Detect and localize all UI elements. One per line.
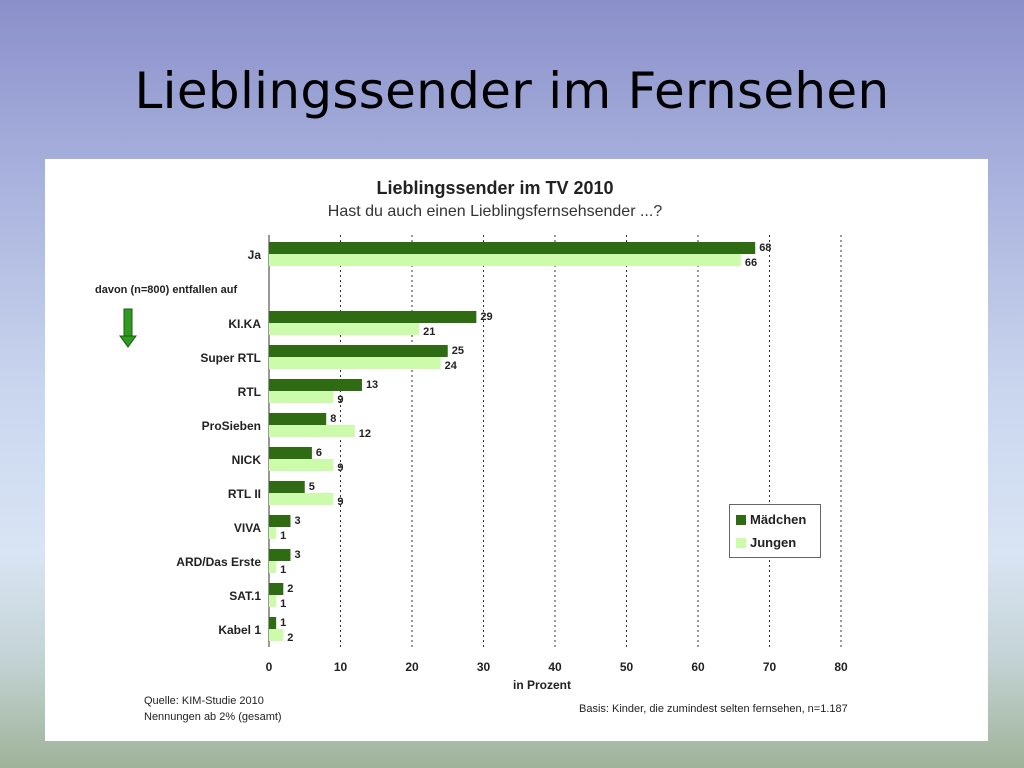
category-label: KI.KA xyxy=(228,317,261,331)
bar-jungen xyxy=(269,493,334,505)
category-label: RTL II xyxy=(228,487,261,501)
bar-maedchen xyxy=(269,515,291,527)
chart-subtitle: Hast du auch einen Lieblingsfernsehsende… xyxy=(327,203,663,220)
legend-item-maedchen: Mädchen xyxy=(736,512,806,527)
category-label: NICK xyxy=(232,453,262,467)
value-label-jungen: 21 xyxy=(423,326,435,338)
bar-jungen xyxy=(269,391,334,403)
value-label-jungen: 1 xyxy=(280,564,286,576)
chart-panel: Lieblingssender im TV 2010 Hast du auch … xyxy=(45,159,988,741)
value-label-maedchen: 1 xyxy=(280,617,286,629)
value-label-maedchen: 13 xyxy=(366,379,378,391)
legend-label-jungen: Jungen xyxy=(750,535,797,550)
bar-maedchen xyxy=(269,379,362,391)
value-label-jungen: 9 xyxy=(337,394,343,406)
value-label-maedchen: 8 xyxy=(330,413,336,425)
bars xyxy=(269,242,756,641)
chart-title: Lieblingssender im TV 2010 xyxy=(376,178,614,198)
value-label-maedchen: 3 xyxy=(294,549,300,561)
value-label-jungen: 9 xyxy=(337,462,343,474)
category-label: Kabel 1 xyxy=(218,623,261,637)
x-axis-label: in Prozent xyxy=(513,678,571,692)
source-note: Nennungen ab 2% (gesamt) xyxy=(144,711,282,723)
grid-lines xyxy=(268,235,842,647)
bar-maedchen xyxy=(269,345,448,357)
value-label-maedchen: 68 xyxy=(759,242,771,254)
value-label-jungen: 66 xyxy=(745,257,757,269)
value-label-jungen: 1 xyxy=(280,530,286,542)
category-label: ProSieben xyxy=(202,419,261,433)
legend-swatch-maedchen xyxy=(736,515,746,525)
group-note: davon (n=800) entfallen auf xyxy=(95,284,238,296)
bar-jungen xyxy=(269,425,355,437)
value-label-maedchen: 6 xyxy=(316,447,322,459)
x-tick-label: 80 xyxy=(834,660,848,674)
category-label: Super RTL xyxy=(200,351,261,365)
source-label: Quelle: KIM-Studie 2010 xyxy=(144,695,264,707)
category-label: SAT.1 xyxy=(229,589,261,603)
value-label-jungen: 9 xyxy=(337,496,343,508)
bar-maedchen xyxy=(269,242,756,254)
bar-jungen xyxy=(269,595,277,607)
value-label-maedchen: 2 xyxy=(287,583,293,595)
bar-maedchen xyxy=(269,311,477,323)
x-tick-label: 70 xyxy=(763,660,777,674)
value-label-jungen: 12 xyxy=(359,428,371,440)
slide-title: Lieblingssender im Fernsehen xyxy=(134,62,890,120)
bar-jungen xyxy=(269,357,441,369)
value-label-jungen: 24 xyxy=(445,360,458,372)
value-label-maedchen: 5 xyxy=(309,481,315,493)
x-tick-label: 50 xyxy=(620,660,634,674)
x-tick-label: 40 xyxy=(548,660,562,674)
category-label: VIVA xyxy=(234,521,261,535)
bar-jungen xyxy=(269,561,277,573)
basis-note: Basis: Kinder, die zumindest selten fern… xyxy=(579,703,848,715)
value-label-maedchen: 3 xyxy=(294,515,300,527)
x-tick-label: 30 xyxy=(477,660,491,674)
bar-maedchen xyxy=(269,549,291,561)
x-tick-label: 0 xyxy=(266,660,273,674)
bar-maedchen xyxy=(269,447,312,459)
value-label-jungen: 1 xyxy=(280,598,286,610)
value-label-maedchen: 29 xyxy=(480,311,492,323)
legend-label-maedchen: Mädchen xyxy=(750,512,807,527)
x-tick-label: 10 xyxy=(334,660,348,674)
bar-maedchen xyxy=(269,413,327,425)
x-tick-label: 20 xyxy=(405,660,419,674)
category-label: ARD/Das Erste xyxy=(176,555,261,569)
bar-jungen xyxy=(269,323,420,335)
value-label-jungen: 2 xyxy=(287,632,293,644)
bar-jungen xyxy=(269,254,741,266)
category-label: RTL xyxy=(238,385,261,399)
bar-maedchen xyxy=(269,583,284,595)
x-tick-label: 60 xyxy=(691,660,705,674)
bar-jungen xyxy=(269,629,284,641)
legend-item-jungen: Jungen xyxy=(736,535,796,550)
bar-maedchen xyxy=(269,617,277,629)
bar-maedchen xyxy=(269,481,305,493)
category-label: Ja xyxy=(248,248,262,262)
bar-jungen xyxy=(269,459,334,471)
legend-swatch-jungen xyxy=(736,538,746,548)
down-arrow-icon xyxy=(119,308,137,348)
bar-jungen xyxy=(269,527,277,539)
value-label-maedchen: 25 xyxy=(452,345,464,357)
legend: Mädchen Jungen xyxy=(729,504,821,558)
